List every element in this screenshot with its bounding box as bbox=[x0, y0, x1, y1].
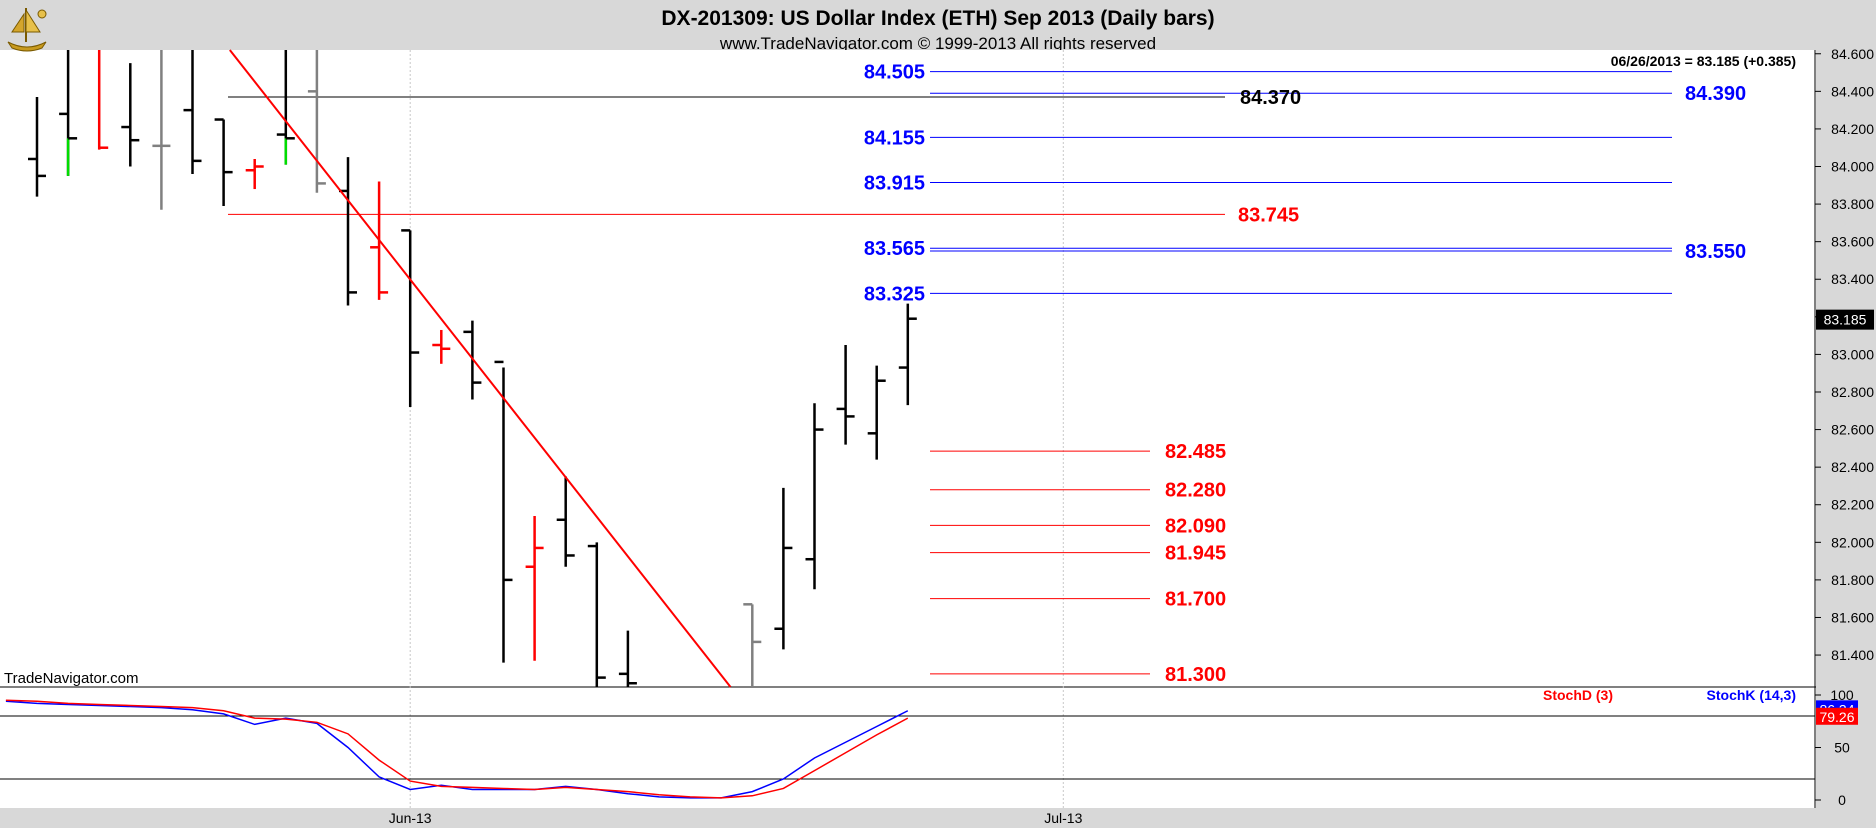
level-label: 84.370 bbox=[1240, 87, 1301, 109]
price-bar bbox=[618, 630, 637, 687]
price-bar bbox=[401, 229, 420, 408]
price-bar bbox=[97, 50, 109, 150]
price-bar bbox=[183, 50, 202, 175]
stoch-d-value-box bbox=[1816, 707, 1858, 725]
price-bar bbox=[307, 50, 326, 193]
y-axis-band bbox=[1816, 50, 1876, 808]
stoch-legend-k: StochK (14,3) bbox=[1707, 687, 1796, 703]
price-bar bbox=[556, 476, 575, 567]
stoch-d-value: 79.26 bbox=[1819, 709, 1854, 725]
level-label: 81.300 bbox=[1165, 664, 1226, 686]
level-label: 83.565 bbox=[864, 238, 925, 260]
stoch-tick-label: 0 bbox=[1838, 792, 1846, 808]
tradenavigator-logo-icon bbox=[7, 8, 47, 52]
price-bar bbox=[152, 50, 171, 210]
level-label: 82.485 bbox=[1165, 441, 1226, 463]
copyright-text: www.TradeNavigator.com © 1999-2013 All r… bbox=[719, 34, 1156, 53]
y-tick-label: 81.400 bbox=[1831, 647, 1874, 663]
header-band bbox=[0, 0, 1876, 50]
y-tick-label: 82.800 bbox=[1831, 384, 1874, 400]
bars-layer bbox=[28, 50, 917, 687]
y-tick-label: 83.000 bbox=[1831, 346, 1874, 362]
price-bar bbox=[898, 303, 917, 406]
y-tick-label: 84.000 bbox=[1831, 159, 1874, 175]
stoch-tick-label: 50 bbox=[1834, 740, 1850, 756]
level-label: 83.745 bbox=[1238, 204, 1299, 226]
last-quote: 06/26/2013 = 83.185 (+0.385) bbox=[1611, 53, 1796, 69]
y-tick-label: 81.600 bbox=[1831, 609, 1874, 625]
watermark-text: TradeNavigator.com bbox=[4, 670, 139, 687]
level-label: 81.700 bbox=[1165, 589, 1226, 611]
price-bar bbox=[867, 365, 886, 460]
price-bar bbox=[28, 96, 46, 197]
trendline bbox=[229, 49, 732, 688]
level-label: 82.090 bbox=[1165, 515, 1226, 537]
y-tick-label: 83.800 bbox=[1831, 196, 1874, 212]
level-label: 84.155 bbox=[864, 127, 925, 149]
stoch-tick-label: 100 bbox=[1830, 687, 1854, 703]
price-bar bbox=[805, 403, 824, 590]
x-axis-band bbox=[0, 808, 1876, 828]
levels-layer: 84.505 84.390 84.370 84.155 83.915 83.745 83.5… bbox=[228, 62, 1746, 686]
y-tick-label: 81.800 bbox=[1831, 572, 1874, 588]
price-bar bbox=[743, 603, 762, 687]
price-bar bbox=[494, 360, 513, 663]
price-bar bbox=[276, 50, 295, 165]
current-price-label: 83.185 bbox=[1824, 312, 1867, 328]
level-label: 83.325 bbox=[864, 283, 925, 305]
y-tick-label: 82.400 bbox=[1831, 459, 1874, 475]
y-tick-label: 83.400 bbox=[1831, 271, 1874, 287]
level-label: 84.505 bbox=[864, 62, 925, 84]
stoch-layer: StochD (3) StochK (14,3) bbox=[5, 687, 1796, 799]
y-tick-label: 82.000 bbox=[1831, 534, 1874, 550]
stoch-panel bbox=[0, 688, 1815, 808]
trendline-layer bbox=[229, 49, 732, 688]
x-tick-label: Jun-13 bbox=[389, 810, 432, 826]
level-label: 82.280 bbox=[1165, 480, 1226, 502]
y-tick-label: 84.400 bbox=[1831, 83, 1874, 99]
y-tick-label: 82.600 bbox=[1831, 422, 1874, 438]
y-tick-label: 84.600 bbox=[1831, 46, 1874, 62]
level-label: 84.390 bbox=[1685, 83, 1746, 105]
grid-layer bbox=[0, 50, 1815, 808]
level-label: 83.550 bbox=[1685, 241, 1746, 263]
level-label: 81.945 bbox=[1165, 543, 1226, 565]
price-bar bbox=[432, 329, 451, 364]
y-tick-label: 83.600 bbox=[1831, 234, 1874, 250]
price-bar bbox=[121, 63, 140, 167]
current-price-box bbox=[1816, 309, 1874, 330]
price-bar bbox=[774, 487, 793, 650]
y-tick-label: 84.200 bbox=[1831, 121, 1874, 137]
price-bar bbox=[59, 50, 78, 176]
stoch-line bbox=[5, 699, 909, 799]
level-label: 83.915 bbox=[864, 172, 925, 194]
price-bar bbox=[245, 158, 264, 190]
price-bar bbox=[214, 118, 233, 206]
y-tick-label: 82.200 bbox=[1831, 497, 1874, 513]
price-bar bbox=[587, 542, 606, 687]
price-bar bbox=[525, 516, 544, 661]
price-bar bbox=[836, 345, 855, 445]
axes-layer: 84.600 84.400 84.200 84.000 83.800 83.600 83.4… bbox=[389, 46, 1874, 826]
stoch-legend-d: StochD (3) bbox=[1543, 687, 1613, 703]
chart-title: DX-201309: US Dollar Index (ETH) Sep 201… bbox=[661, 7, 1214, 30]
x-tick-label: Jul-13 bbox=[1044, 810, 1082, 826]
